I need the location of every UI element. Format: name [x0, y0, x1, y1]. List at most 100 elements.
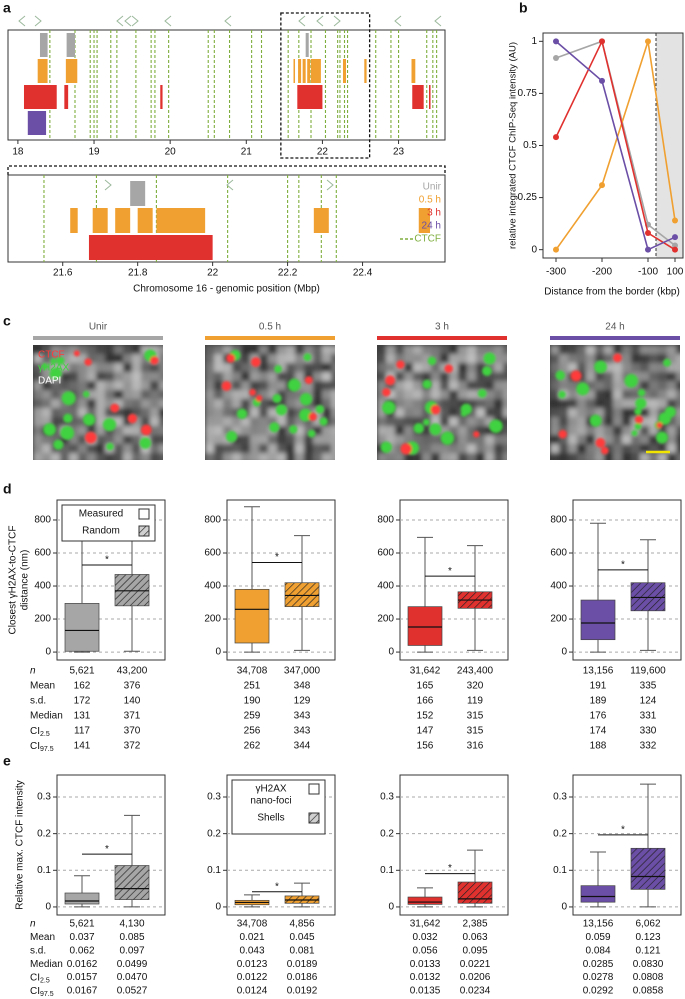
dapi-texel: [69, 426, 79, 436]
dapi-texel: [105, 408, 115, 418]
ctcf-focus: [226, 353, 236, 363]
dapi-texel: [205, 354, 215, 364]
dapi-texel: [667, 363, 677, 373]
dapi-texel: [60, 345, 70, 355]
dapi-texel: [259, 435, 269, 445]
whisker-high: [244, 506, 260, 590]
dapi-texel: [467, 444, 477, 454]
dapi-texel: [150, 444, 160, 454]
dapi-texel: [132, 426, 142, 436]
dapi-texel: [568, 354, 578, 364]
dapi-texel: [386, 354, 396, 364]
table-cell: 0.0221: [460, 959, 491, 970]
dapi-texel: [132, 354, 142, 364]
whisker-low: [294, 903, 310, 908]
dapi-texel: [440, 345, 450, 355]
dapi-texel: [69, 453, 79, 460]
dapi-texel: [613, 426, 623, 436]
x-tick-label: 22.2: [278, 268, 298, 279]
dapi-texel: [649, 453, 659, 460]
y-axis-title: Closest γH2AX-to-CTCF: [8, 526, 19, 635]
ctcf-focus: [84, 431, 97, 444]
gh2ax-focus: [558, 390, 566, 399]
foci: [555, 353, 676, 455]
gh2ax-focus: [483, 352, 496, 365]
table-cell: 176: [590, 711, 607, 722]
zoom-connector: [7, 165, 446, 175]
dapi-texel: [295, 417, 305, 427]
dapi-texel: [33, 408, 43, 418]
whisker-high: [640, 783, 656, 849]
y-tick-label: 0.5: [523, 140, 537, 151]
table-cell: 188: [590, 741, 607, 752]
dapi-texel: [577, 372, 587, 382]
table-cell: 0.0470: [117, 972, 148, 983]
dapi-texel: [232, 345, 242, 355]
table-cell: 4,130: [119, 919, 144, 930]
dapi-texel: [413, 363, 423, 373]
table-cell: 4,856: [289, 919, 314, 930]
row-label: Mean: [30, 932, 55, 943]
row-label-sub: 97.5: [40, 746, 54, 753]
dapi-texel: [331, 426, 335, 436]
dapi-texel: [42, 408, 52, 418]
dapi-texel: [114, 453, 124, 460]
zoom-region: [280, 12, 371, 159]
dapi-texel: [277, 399, 287, 409]
y-tick-label: 0.2: [37, 828, 51, 839]
orientation-chevron: [116, 15, 124, 27]
dapi-texel: [132, 444, 142, 454]
dapi-texel: [33, 426, 43, 436]
enriched-domain: [298, 59, 302, 83]
ctcf-focus: [221, 381, 232, 391]
table-cell: 0.0285: [583, 959, 614, 970]
dapi-texel: [268, 345, 278, 355]
dapi-texel: [205, 381, 215, 391]
dapi-texel: [60, 354, 70, 364]
dapi-texel: [295, 354, 305, 364]
table-cell: 370: [124, 726, 141, 737]
dapi-texel: [241, 390, 251, 400]
data-point: [553, 246, 559, 253]
dapi-texel: [640, 417, 650, 427]
gh2ax-focus: [423, 418, 430, 426]
x-axis-title: Distance from the border (kbp): [544, 287, 680, 298]
panel-label: b: [519, 0, 528, 16]
y-tick-label: 0.1: [380, 865, 394, 876]
dapi-texel: [422, 390, 432, 400]
dapi-texel: [386, 390, 396, 400]
dapi-texel: [604, 453, 614, 460]
dapi-texel: [105, 390, 115, 400]
table-cell: 13,156: [583, 919, 614, 930]
dapi-texel: [586, 354, 596, 364]
dapi-texel: [159, 345, 163, 355]
table-cell: 316: [467, 741, 484, 752]
significance-mark: *: [448, 863, 452, 874]
dapi-texel: [150, 453, 160, 460]
dapi-texel: [42, 453, 52, 460]
ctcf-focus: [73, 350, 80, 357]
dapi-texel: [476, 426, 486, 436]
dapi-texel: [214, 444, 224, 454]
dapi-texel: [33, 444, 43, 454]
dapi-texel: [395, 345, 405, 355]
dapi-texel: [395, 354, 405, 364]
dapi-texel: [413, 372, 423, 382]
dapi-texel: [33, 390, 43, 400]
gh2ax-focus: [440, 431, 455, 445]
dapi-texel: [559, 354, 569, 364]
dapi-texel: [494, 399, 504, 409]
dapi-texel: [395, 372, 405, 382]
dapi-texel: [313, 381, 323, 391]
table-cell: 152: [417, 711, 434, 722]
dapi-texel: [150, 390, 160, 400]
dapi-texel: [458, 399, 468, 409]
dapi-texel: [132, 381, 142, 391]
dapi-texel: [331, 417, 335, 427]
whisker-high: [590, 522, 606, 601]
dapi-texel: [150, 372, 160, 382]
table-cell: 141: [74, 741, 91, 752]
gh2ax-focus: [380, 441, 392, 453]
dapi-texel: [51, 399, 61, 409]
dapi-texel: [304, 345, 314, 355]
